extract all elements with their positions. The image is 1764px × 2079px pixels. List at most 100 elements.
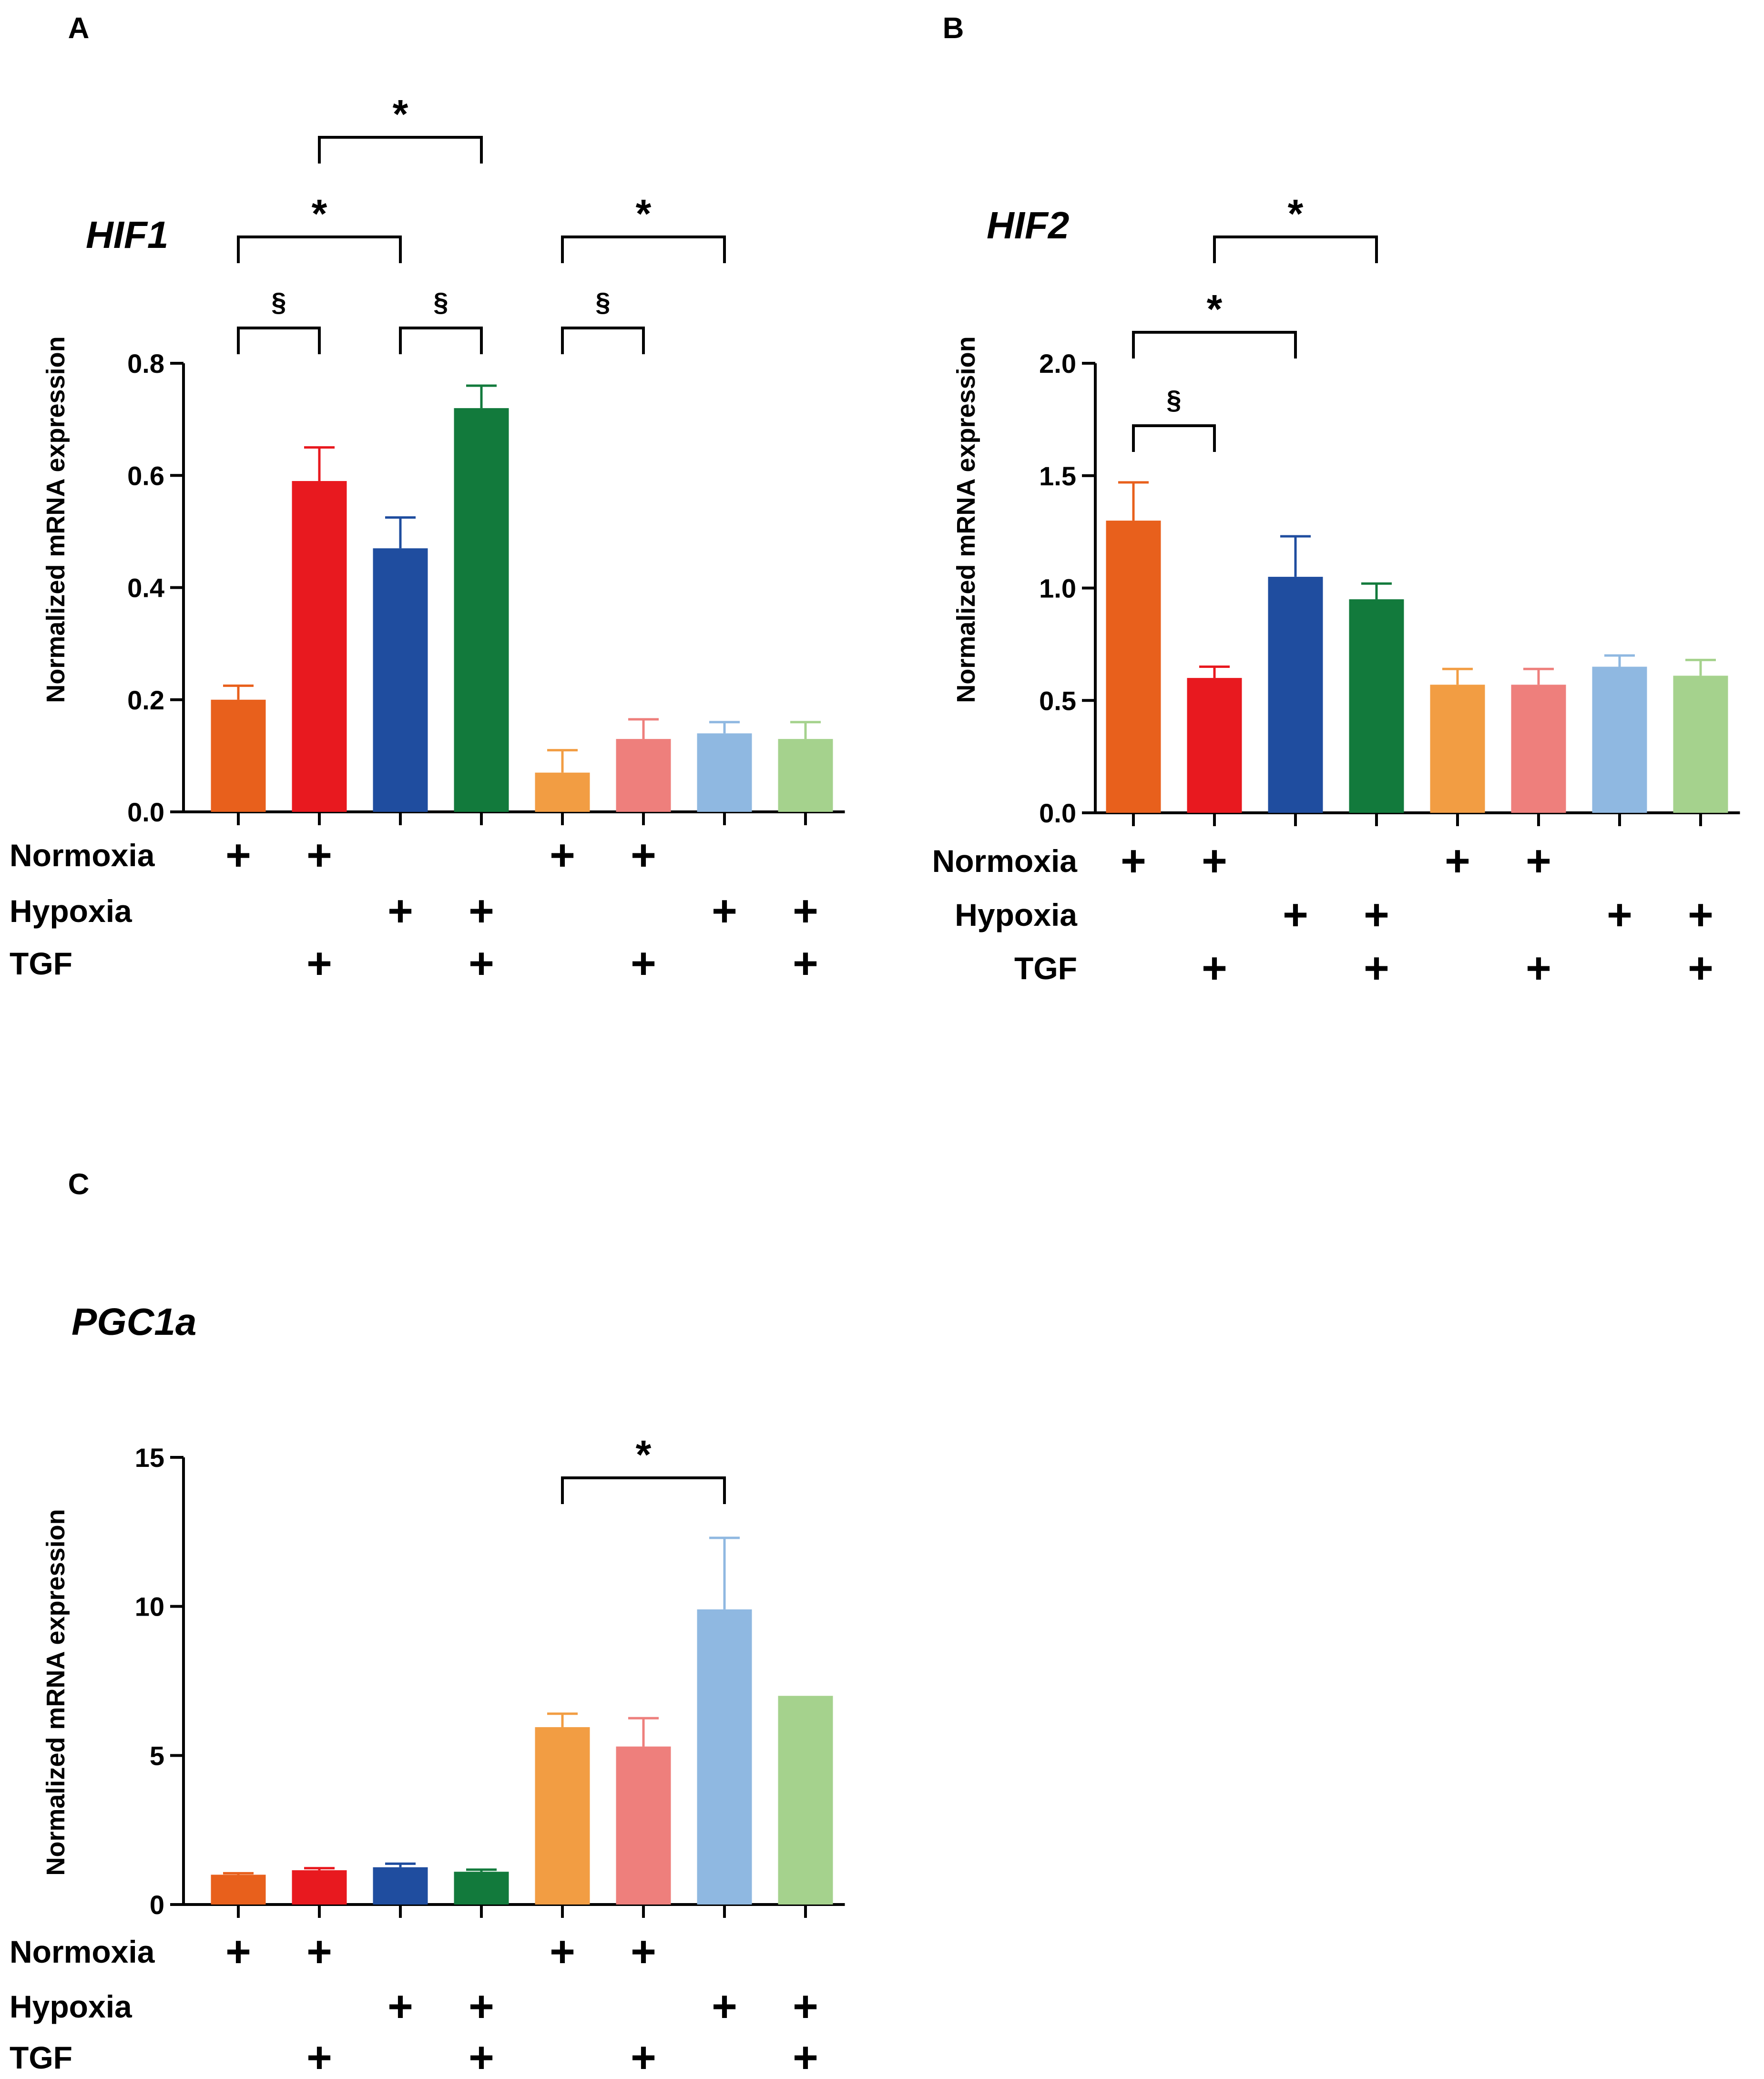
- significance-label: *: [1207, 287, 1223, 331]
- significance-bracket: [1132, 331, 1297, 358]
- condition-plus-marker: +: [631, 1927, 656, 1976]
- y-tick-label: 0.4: [127, 573, 164, 603]
- panel-letter: C: [68, 1168, 90, 1201]
- condition-plus-marker: +: [793, 887, 818, 935]
- condition-plus-marker: +: [1121, 837, 1146, 885]
- y-tick-label: 0.6: [127, 461, 164, 491]
- bar: [1268, 576, 1323, 813]
- bar: [1430, 685, 1485, 813]
- condition-plus-marker: +: [1607, 891, 1632, 939]
- significance-label: §: [595, 287, 610, 317]
- significance-bracket: [1213, 236, 1378, 263]
- bar: [1349, 599, 1404, 813]
- bar: [778, 739, 833, 812]
- condition-plus-marker: +: [1202, 944, 1227, 993]
- y-tick-label: 0.0: [1039, 798, 1076, 828]
- condition-plus-marker: +: [1364, 944, 1389, 993]
- bar: [1592, 666, 1647, 813]
- condition-plus-marker: +: [1445, 837, 1470, 885]
- panel-letter: A: [68, 12, 90, 45]
- bar: [211, 699, 266, 812]
- significance-label: §: [271, 287, 286, 317]
- y-axis-label: Normalized mRNA expression: [41, 336, 70, 703]
- y-tick-label: 5: [150, 1741, 164, 1771]
- condition-plus-marker: +: [306, 939, 332, 988]
- y-tick-label: 1.0: [1039, 574, 1076, 604]
- condition-plus-marker: +: [469, 2033, 494, 2079]
- significance-bracket: [561, 236, 726, 263]
- y-axis-label: Normalized mRNA expression: [41, 1509, 70, 1875]
- condition-plus-marker: +: [1688, 891, 1713, 939]
- panel-C: C PGC1a Normalized mRNA expression 0 5 10 15 No…: [10, 1168, 845, 2079]
- condition-row-label: Hypoxia: [10, 1989, 133, 2024]
- panel-A: A HIF1 Normalized mRNA expression 0.0 0.2 0.4…: [10, 12, 845, 988]
- y-tick-label: 0.2: [127, 685, 164, 715]
- y-tick-label: 0.5: [1039, 686, 1076, 716]
- condition-plus-marker: +: [1526, 944, 1551, 993]
- bar: [535, 1727, 590, 1905]
- significance-label: *: [1288, 191, 1304, 236]
- condition-plus-marker: +: [793, 1982, 818, 2031]
- bar: [292, 1870, 347, 1905]
- condition-row-label: TGF: [10, 946, 72, 981]
- condition-plus-marker: +: [1202, 837, 1227, 885]
- significance-bracket: [561, 327, 645, 354]
- significance-bracket: [561, 1476, 726, 1504]
- y-axis-label: Normalized mRNA expression: [952, 336, 980, 703]
- condition-plus-marker: +: [306, 1927, 332, 1976]
- condition-row-label: Hypoxia: [10, 893, 133, 929]
- condition-plus-marker: +: [1688, 944, 1713, 993]
- bar: [1673, 676, 1728, 813]
- condition-row-label: TGF: [10, 2040, 72, 2075]
- condition-plus-marker: +: [793, 939, 818, 988]
- panel-B: B HIF2 Normalized mRNA expression 0.0 0.5 1.0…: [932, 12, 1740, 993]
- condition-plus-marker: +: [631, 939, 656, 988]
- y-tick-label: 2.0: [1039, 348, 1076, 379]
- significance-bracket: [237, 327, 321, 354]
- condition-plus-marker: +: [550, 1927, 575, 1976]
- gene-title: HIF2: [987, 204, 1069, 246]
- condition-row-label: Normoxia: [10, 838, 155, 873]
- significance-bracket: [318, 136, 483, 164]
- bar: [373, 548, 428, 812]
- condition-plus-marker: +: [631, 831, 656, 880]
- significance-label: *: [393, 92, 408, 136]
- gene-title: PGC1a: [71, 1301, 196, 1343]
- condition-plus-marker: +: [712, 887, 737, 935]
- significance-label: *: [636, 191, 652, 236]
- bar: [1187, 678, 1242, 813]
- significance-label: §: [433, 287, 448, 317]
- bar: [697, 1609, 752, 1905]
- bar: [373, 1867, 428, 1905]
- condition-plus-marker: +: [225, 831, 251, 880]
- bar: [1511, 685, 1566, 813]
- condition-row-label: Normoxia: [10, 1934, 155, 1969]
- condition-plus-marker: +: [550, 831, 575, 880]
- gene-title: HIF1: [86, 214, 168, 256]
- y-tick-label: 0: [150, 1890, 164, 1920]
- y-tick-label: 15: [135, 1443, 164, 1473]
- significance-label: *: [312, 191, 327, 236]
- condition-plus-marker: +: [306, 831, 332, 880]
- condition-plus-marker: +: [387, 887, 413, 935]
- condition-row-label: Hypoxia: [955, 897, 1078, 932]
- bar: [616, 739, 671, 812]
- condition-row-label: Normoxia: [932, 843, 1078, 879]
- bar: [454, 408, 509, 812]
- condition-plus-marker: +: [1283, 891, 1308, 939]
- panel-letter: B: [943, 12, 964, 45]
- condition-plus-marker: +: [1364, 891, 1389, 939]
- bar: [454, 1872, 509, 1905]
- significance-label: *: [636, 1432, 652, 1477]
- condition-plus-marker: +: [225, 1927, 251, 1976]
- bar: [1106, 521, 1161, 813]
- significance-label: §: [1166, 385, 1181, 415]
- condition-plus-marker: +: [306, 2033, 332, 2079]
- bar: [535, 772, 590, 812]
- y-tick-label: 0.0: [127, 797, 164, 827]
- y-tick-label: 1.5: [1039, 461, 1076, 491]
- bar: [697, 733, 752, 812]
- bar: [616, 1746, 671, 1905]
- condition-plus-marker: +: [469, 939, 494, 988]
- condition-plus-marker: +: [712, 1982, 737, 2031]
